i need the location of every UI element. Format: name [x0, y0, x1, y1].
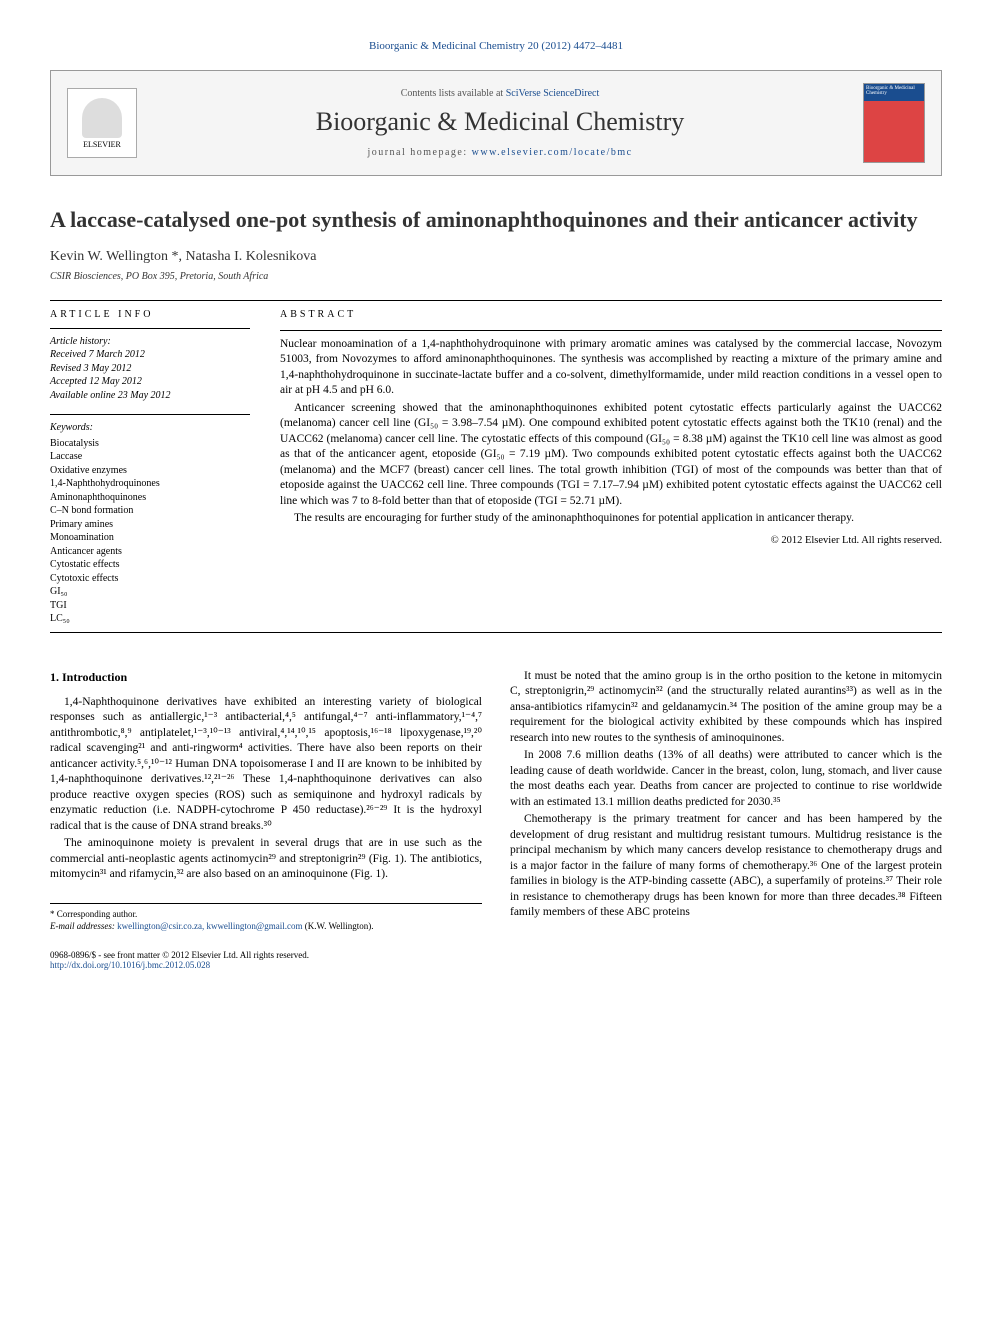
history-online: Available online 23 May 2012: [50, 389, 250, 403]
homepage-link[interactable]: www.elsevier.com/locate/bmc: [472, 147, 633, 158]
elsevier-tree-icon: [82, 98, 122, 138]
homepage-line: journal homepage: www.elsevier.com/locat…: [151, 147, 849, 158]
abstract-para: Anticancer screening showed that the ami…: [280, 401, 942, 510]
keyword: Anticancer agents: [50, 545, 250, 559]
divider-bottom: [50, 632, 942, 633]
keyword: C–N bond formation: [50, 504, 250, 518]
keyword: LC₅₀: [50, 612, 250, 626]
body-para: The aminoquinone moiety is prevalent in …: [50, 836, 482, 883]
footnote-block: * Corresponding author. E-mail addresses…: [50, 903, 482, 932]
issn-line: 0968-0896/$ - see front matter © 2012 El…: [50, 950, 309, 960]
header-center: Contents lists available at SciVerse Sci…: [151, 88, 849, 158]
right-column: It must be noted that the amino group is…: [510, 669, 942, 933]
keyword: TGI: [50, 599, 250, 613]
keyword: Laccase: [50, 450, 250, 464]
body-para: It must be noted that the amino group is…: [510, 669, 942, 747]
keyword: Cytostatic effects: [50, 558, 250, 572]
history-label: Article history:: [50, 335, 250, 349]
email-link[interactable]: kwellington@csir.co.za, kwwellington@gma…: [117, 921, 302, 931]
sciencedirect-link[interactable]: SciVerse ScienceDirect: [506, 88, 600, 99]
affiliation: CSIR Biosciences, PO Box 395, Pretoria, …: [50, 271, 942, 282]
keywords-block: Keywords: Biocatalysis Laccase Oxidative…: [50, 421, 250, 626]
abstract-para: The results are encouraging for further …: [280, 511, 942, 527]
info-divider-1: [50, 328, 250, 329]
info-abstract-row: ARTICLE INFO Article history: Received 7…: [50, 309, 942, 626]
article-info-heading: ARTICLE INFO: [50, 309, 250, 320]
keyword: GI₅₀: [50, 585, 250, 599]
abstract-divider: [280, 330, 942, 331]
history-accepted: Accepted 12 May 2012: [50, 375, 250, 389]
section-title: Introduction: [62, 670, 127, 684]
email-line: E-mail addresses: kwellington@csir.co.za…: [50, 920, 482, 932]
email-label: E-mail addresses:: [50, 921, 115, 931]
keyword: Cytotoxic effects: [50, 572, 250, 586]
body-para: 1,4-Naphthoquinone derivatives have exhi…: [50, 695, 482, 835]
email-attribution: (K.W. Wellington).: [305, 921, 374, 931]
homepage-prefix: journal homepage:: [367, 147, 471, 158]
abstract-heading: ABSTRACT: [280, 309, 942, 320]
contents-prefix: Contents lists available at: [401, 88, 506, 99]
body-columns: 1. Introduction 1,4-Naphthoquinone deriv…: [50, 669, 942, 933]
section-number: 1.: [50, 670, 59, 684]
authors: Kevin W. Wellington *, Natasha I. Kolesn…: [50, 249, 942, 265]
body-para: Chemotherapy is the primary treatment fo…: [510, 812, 942, 921]
left-column: 1. Introduction 1,4-Naphthoquinone deriv…: [50, 669, 482, 933]
authors-text: Kevin W. Wellington *, Natasha I. Kolesn…: [50, 249, 317, 264]
divider-top: [50, 300, 942, 301]
keyword: Biocatalysis: [50, 437, 250, 451]
journal-cover-thumbnail: Bioorganic & Medicinal Chemistry: [863, 83, 925, 163]
keywords-label: Keywords:: [50, 421, 250, 435]
keyword: Monoamination: [50, 531, 250, 545]
article-title: A laccase-catalysed one-pot synthesis of…: [50, 206, 942, 235]
footer-left: 0968-0896/$ - see front matter © 2012 El…: [50, 950, 309, 970]
journal-header-box: ELSEVIER Contents lists available at Sci…: [50, 70, 942, 176]
cover-label: Bioorganic & Medicinal Chemistry: [866, 86, 915, 96]
article-info-column: ARTICLE INFO Article history: Received 7…: [50, 309, 250, 626]
article-history: Article history: Received 7 March 2012 R…: [50, 335, 250, 403]
history-received: Received 7 March 2012: [50, 348, 250, 362]
abstract-column: ABSTRACT Nuclear monoamination of a 1,4-…: [280, 309, 942, 626]
abstract-para: Nuclear monoamination of a 1,4-naphthohy…: [280, 337, 942, 399]
elsevier-logo: ELSEVIER: [67, 88, 137, 158]
journal-reference: Bioorganic & Medicinal Chemistry 20 (201…: [50, 40, 942, 52]
keyword: Oxidative enzymes: [50, 464, 250, 478]
corresponding-author-note: * Corresponding author.: [50, 908, 482, 920]
history-revised: Revised 3 May 2012: [50, 362, 250, 376]
info-divider-2: [50, 414, 250, 415]
page-footer: 0968-0896/$ - see front matter © 2012 El…: [50, 950, 942, 970]
journal-name: Bioorganic & Medicinal Chemistry: [151, 107, 849, 137]
contents-available-line: Contents lists available at SciVerse Sci…: [151, 88, 849, 99]
abstract-copyright: © 2012 Elsevier Ltd. All rights reserved…: [280, 535, 942, 546]
keyword: 1,4-Naphthohydroquinones: [50, 477, 250, 491]
abstract-text: Nuclear monoamination of a 1,4-naphthohy…: [280, 337, 942, 527]
doi-link[interactable]: http://dx.doi.org/10.1016/j.bmc.2012.05.…: [50, 960, 210, 970]
keyword: Aminonaphthoquinones: [50, 491, 250, 505]
publisher-label: ELSEVIER: [83, 140, 121, 149]
body-para: In 2008 7.6 million deaths (13% of all d…: [510, 748, 942, 810]
section-heading: 1. Introduction: [50, 669, 482, 685]
keyword: Primary amines: [50, 518, 250, 532]
